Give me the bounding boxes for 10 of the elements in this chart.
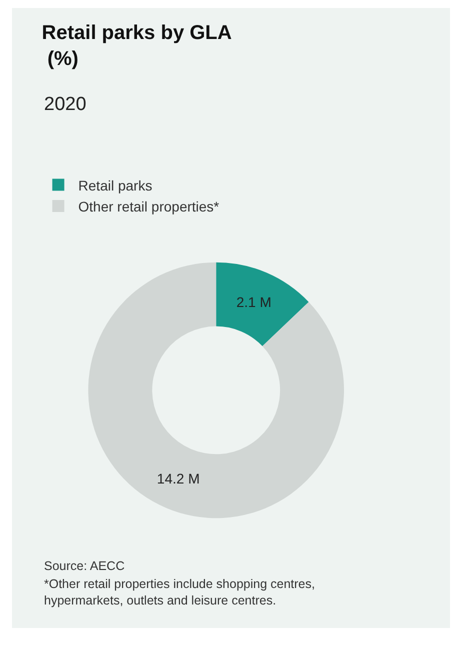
- chart-title: Retail parks by GLA (%): [42, 22, 232, 70]
- data-label: 14.2 M: [156, 470, 200, 486]
- legend-label: Retail parks: [78, 177, 152, 194]
- data-label: 2.1 M: [236, 294, 272, 310]
- donut-slice: [88, 262, 344, 518]
- legend-label: Other retail properties*: [78, 198, 220, 214]
- chart-subtitle: 2020: [44, 94, 86, 115]
- source-note: Source: AECC: [44, 559, 125, 573]
- donut-slice: [216, 262, 309, 346]
- text: *Other retail properties include shopping centres, hypermarkets, outlets and leisure centres.: [44, 577, 315, 608]
